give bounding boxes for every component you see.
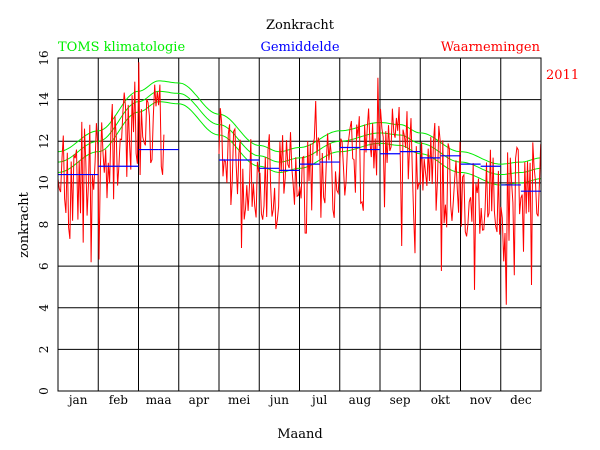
chart-title: Zonkracht: [266, 18, 335, 33]
y-tick-label: 4: [37, 304, 51, 312]
year-label: 2011: [546, 68, 579, 83]
month-label-jul: jul: [310, 393, 327, 407]
month-label-aug: aug: [349, 393, 372, 407]
y-axis-label: zonkracht: [17, 191, 32, 258]
y-tick-label: 8: [37, 221, 51, 229]
observation-line-1: [57, 62, 165, 263]
y-tick-label: 10: [37, 175, 51, 190]
average-segments: [58, 146, 541, 192]
month-label-jan: jan: [67, 393, 88, 407]
legend-climatology: TOMS klimatologie: [58, 40, 185, 55]
legend-observations: Waarnemingen: [441, 40, 541, 55]
month-label-mei: mei: [228, 393, 250, 407]
month-label-nov: nov: [470, 393, 492, 407]
month-label-apr: apr: [189, 393, 210, 407]
observation-line-2: [218, 77, 542, 305]
month-label-maa: maa: [146, 393, 172, 407]
plot-frame: [57, 57, 542, 392]
y-tick-label: 2: [37, 346, 51, 354]
x-tick-labels: jan feb maa apr mei jun jul aug sep okt nov dec: [67, 393, 532, 407]
y-tick-label: 16: [37, 50, 51, 65]
month-label-dec: dec: [510, 393, 532, 407]
y-tick-labels: 0 2 4 6 8 10 12 14 16: [37, 50, 51, 394]
month-label-okt: okt: [431, 393, 450, 407]
y-tick-label: 0: [37, 387, 51, 395]
observation-series: [57, 62, 542, 305]
month-label-feb: feb: [109, 393, 129, 407]
chart-grid: [58, 58, 541, 391]
y-tick-label: 12: [37, 134, 51, 149]
legend-average: Gemiddelde: [260, 40, 339, 55]
y-tick-label: 6: [37, 262, 51, 270]
month-label-sep: sep: [390, 393, 411, 407]
x-axis-label: Maand: [277, 427, 323, 442]
y-tick-label: 14: [37, 92, 51, 108]
month-label-jun: jun: [268, 393, 289, 407]
